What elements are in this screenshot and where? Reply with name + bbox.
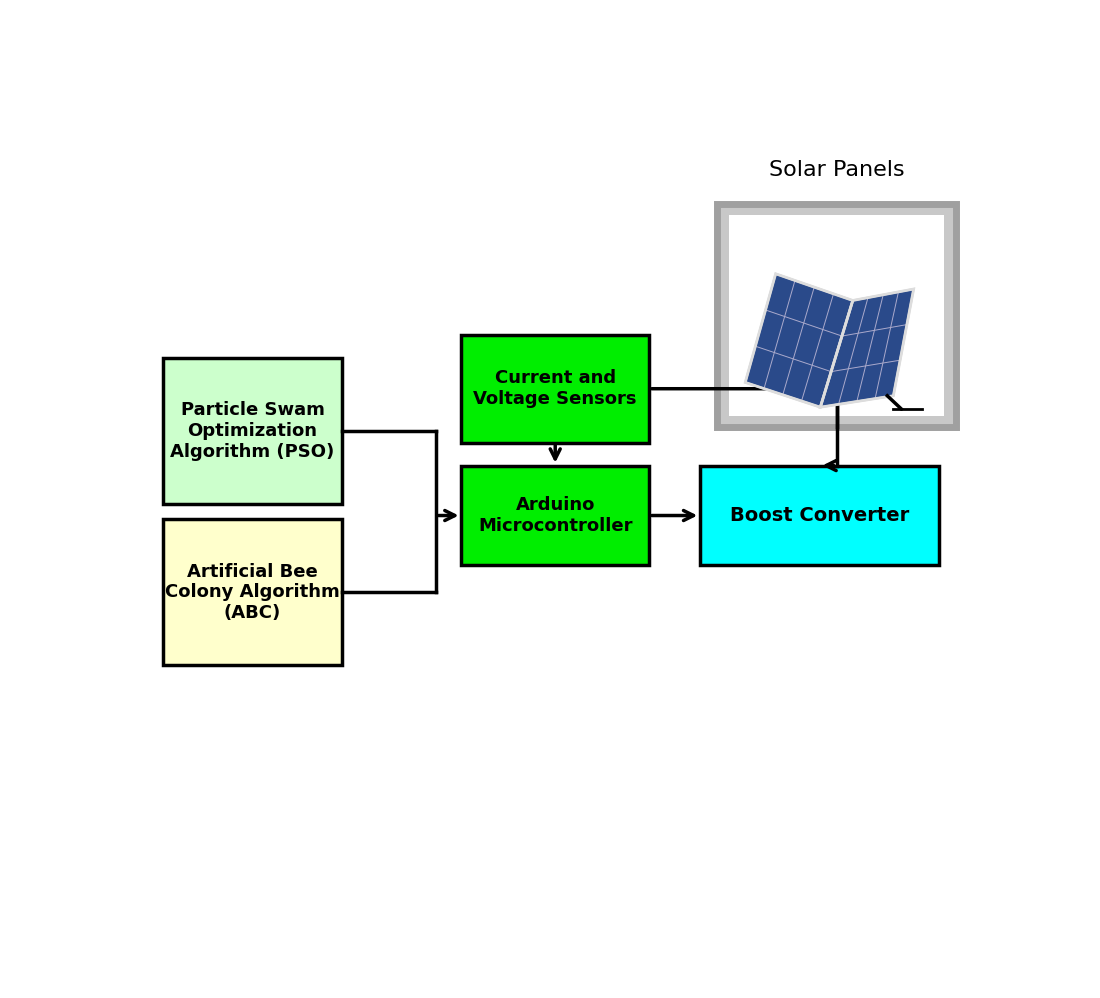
Text: Arduino
Microcontroller: Arduino Microcontroller [478, 496, 632, 535]
Text: Particle Swam
Optimization
Algorithm (PSO): Particle Swam Optimization Algorithm (PS… [170, 401, 334, 461]
FancyBboxPatch shape [462, 465, 649, 566]
FancyBboxPatch shape [462, 335, 649, 442]
FancyBboxPatch shape [163, 358, 342, 504]
Text: Artificial Bee
Colony Algorithm
(ABC): Artificial Bee Colony Algorithm (ABC) [165, 563, 340, 622]
FancyBboxPatch shape [163, 519, 342, 666]
FancyBboxPatch shape [700, 465, 939, 566]
Text: Boost Converter: Boost Converter [730, 506, 909, 525]
FancyBboxPatch shape [729, 215, 944, 416]
Text: Solar Panels: Solar Panels [769, 160, 904, 180]
FancyBboxPatch shape [717, 205, 956, 427]
Text: Current and
Voltage Sensors: Current and Voltage Sensors [473, 369, 637, 408]
